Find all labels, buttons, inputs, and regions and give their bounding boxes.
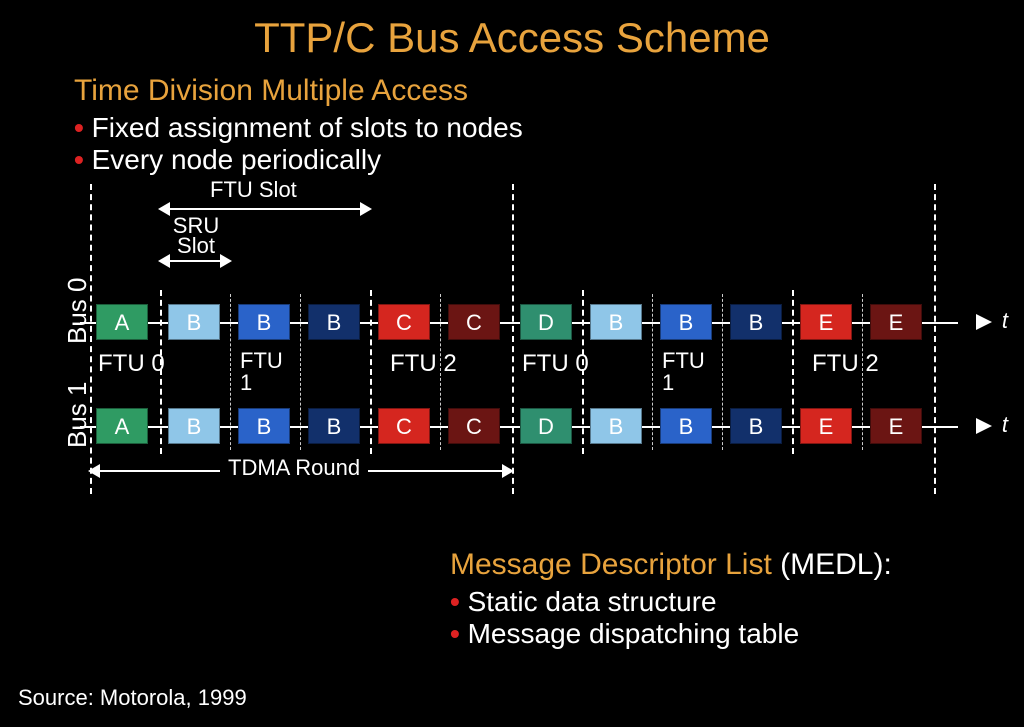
ftu-slot-arrow bbox=[160, 208, 370, 210]
axis-arrowhead-icon bbox=[976, 314, 992, 330]
tdma-heading: Time Division Multiple Access bbox=[74, 74, 523, 108]
bullet-item: Every node periodically bbox=[74, 144, 523, 176]
bus0-label: Bus 0 bbox=[62, 278, 93, 345]
axis-t-label: t bbox=[1002, 412, 1008, 438]
medl-abbrev: (MEDL): bbox=[780, 548, 892, 581]
medl-bullets: Static data structure Message dispatchin… bbox=[450, 586, 892, 650]
slot-d: D bbox=[520, 304, 572, 340]
slot-e: E bbox=[870, 304, 922, 340]
slot-e: E bbox=[870, 408, 922, 444]
slot-b: B bbox=[660, 408, 712, 444]
ftu-label: FTU1 bbox=[662, 350, 705, 394]
slot-a: A bbox=[96, 304, 148, 340]
slot-e: E bbox=[800, 304, 852, 340]
tdma-round-label: TDMA Round bbox=[220, 458, 368, 478]
slot-b: B bbox=[238, 408, 290, 444]
slot-b: B bbox=[168, 408, 220, 444]
slot-d: D bbox=[520, 408, 572, 444]
medl-heading: Message Descriptor List (MEDL): bbox=[450, 548, 892, 582]
bus1-label: Bus 1 bbox=[62, 382, 93, 449]
ftu-label: FTU 2 bbox=[812, 350, 879, 378]
slot-a: A bbox=[96, 408, 148, 444]
ftu-label: FTU1 bbox=[240, 350, 283, 394]
bullet-item: Fixed assignment of slots to nodes bbox=[74, 112, 523, 144]
timing-diagram: tABBBCCDBBBEEBus 0tABBBCCDBBBEEBus 1FTU … bbox=[50, 194, 980, 514]
slot-c: C bbox=[448, 304, 500, 340]
slot-b: B bbox=[238, 304, 290, 340]
slot-c: C bbox=[378, 304, 430, 340]
slot-b: B bbox=[308, 408, 360, 444]
ftu-label: FTU 2 bbox=[390, 350, 457, 378]
slot-e: E bbox=[800, 408, 852, 444]
slot-b: B bbox=[730, 304, 782, 340]
bullet-item: Static data structure bbox=[450, 586, 892, 618]
medl-heading-text: Message Descriptor List bbox=[450, 548, 772, 581]
slot-c: C bbox=[378, 408, 430, 444]
sru-slot-arrow bbox=[160, 260, 230, 262]
ftu-label: FTU 0 bbox=[98, 350, 165, 378]
slide: TTP/C Bus Access Scheme Time Division Mu… bbox=[0, 0, 1024, 727]
medl-section: Message Descriptor List (MEDL): Static d… bbox=[450, 548, 892, 650]
slot-b: B bbox=[590, 408, 642, 444]
bullet-item: Message dispatching table bbox=[450, 618, 892, 650]
sru-slot-label: SRUSlot bbox=[166, 216, 226, 256]
slot-b: B bbox=[168, 304, 220, 340]
slot-c: C bbox=[448, 408, 500, 444]
axis-arrowhead-icon bbox=[976, 418, 992, 434]
slide-title: TTP/C Bus Access Scheme bbox=[0, 0, 1024, 62]
tdma-bullets: Fixed assignment of slots to nodes Every… bbox=[74, 112, 523, 176]
slot-b: B bbox=[590, 304, 642, 340]
ftu-slot-label: FTU Slot bbox=[210, 180, 297, 200]
slot-b: B bbox=[660, 304, 712, 340]
slot-b: B bbox=[308, 304, 360, 340]
tdma-section: Time Division Multiple Access Fixed assi… bbox=[74, 74, 523, 176]
axis-t-label: t bbox=[1002, 308, 1008, 334]
slot-b: B bbox=[730, 408, 782, 444]
source-citation: Source: Motorola, 1999 bbox=[18, 685, 247, 711]
ftu-label: FTU 0 bbox=[522, 350, 589, 378]
